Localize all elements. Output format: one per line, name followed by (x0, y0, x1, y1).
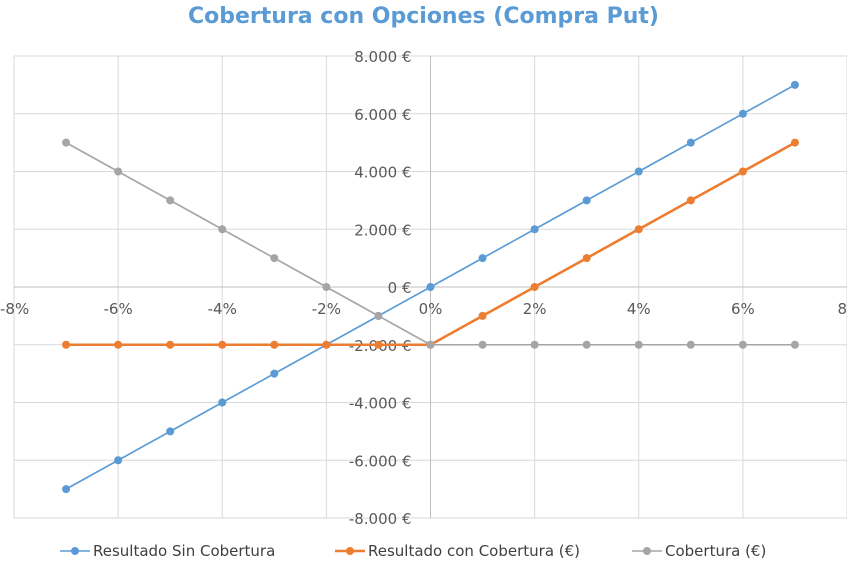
y-tick-label: 0 € (388, 279, 412, 297)
series-1-point (478, 254, 487, 263)
series-2-point (790, 138, 799, 147)
series-3-point (478, 340, 487, 349)
x-tick-label: -4% (208, 300, 237, 318)
series-3-point (426, 340, 435, 349)
series-1-point (738, 109, 747, 118)
series-3-point (270, 254, 279, 263)
y-tick-label: -6.000 € (349, 452, 412, 470)
legend-label-2: Resultado con Cobertura (€) (368, 542, 580, 560)
x-tick-label: -6% (104, 300, 133, 318)
x-tick-label: 8 (837, 300, 847, 318)
series-layer (62, 80, 799, 494)
x-tick-label: -2% (312, 300, 341, 318)
chart-title: Cobertura con Opciones (Compra Put) (188, 4, 659, 29)
series-3-point (374, 311, 383, 320)
y-tick-label: 4.000 € (354, 164, 411, 182)
series-1-point (270, 369, 279, 378)
series-2-point (166, 340, 175, 349)
x-tick-label: 4% (627, 300, 651, 318)
series-1-point (166, 427, 175, 436)
series-1-point (634, 167, 643, 176)
x-tick-label: 2% (523, 300, 547, 318)
x-tick-label: -8% (0, 300, 29, 318)
series-3-point (790, 340, 799, 349)
series-1-point (62, 485, 71, 494)
series-3-point (530, 340, 539, 349)
series-3-point (738, 340, 747, 349)
series-1-point (114, 456, 123, 465)
y-tick-label: 2.000 € (354, 221, 411, 239)
series-3-point (166, 196, 175, 205)
legend-label-3: Cobertura (€) (665, 542, 766, 560)
series-3-point (582, 340, 591, 349)
series-1-point (426, 283, 435, 291)
series-2-point (582, 254, 591, 263)
series-3-point (62, 138, 71, 147)
series-2-point (62, 340, 71, 349)
series-2-point (218, 340, 227, 349)
y-tick-label: 8.000 € (354, 48, 411, 66)
series-2-point (634, 225, 643, 234)
legend-marker-2 (346, 547, 354, 555)
series-1-point (218, 398, 227, 407)
series-3-point (686, 340, 695, 349)
series-1-point (686, 138, 695, 147)
series-1-point (790, 80, 799, 89)
series-1-point (582, 196, 591, 205)
series-3-point (634, 340, 643, 349)
y-tick-labels: 8.000 €6.000 €4.000 €2.000 €0 €-2.000 €-… (349, 48, 412, 528)
series-3-point (114, 167, 123, 176)
series-2-point (322, 340, 331, 349)
series-2-point (270, 340, 279, 349)
series-2-point (374, 340, 383, 349)
x-tick-label: 6% (731, 300, 755, 318)
y-tick-label: -8.000 € (349, 510, 412, 528)
y-tick-label: 6.000 € (354, 106, 411, 124)
y-tick-label: -4.000 € (349, 395, 412, 413)
series-2-point (478, 311, 487, 320)
legend: Resultado Sin Cobertura Resultado con Cob… (60, 542, 766, 560)
series-3-point (322, 283, 331, 291)
legend-marker-1 (71, 547, 79, 555)
series-2-point (114, 340, 123, 349)
legend-marker-3 (643, 547, 651, 555)
x-tick-label: 0% (419, 300, 443, 318)
legend-label-1: Resultado Sin Cobertura (93, 542, 275, 560)
series-2-point (686, 196, 695, 205)
series-2-point (738, 167, 747, 176)
series-2-point (530, 283, 539, 291)
series-1-point (530, 225, 539, 234)
x-tick-labels: -8% -6% -4% -2% 0% 2% 4% 6% 8 (0, 300, 847, 318)
series-3-point (218, 225, 227, 234)
